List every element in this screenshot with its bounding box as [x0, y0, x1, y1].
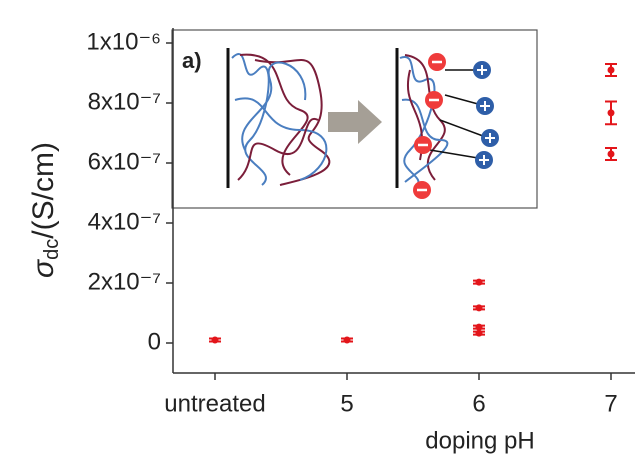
- data-point: [211, 336, 219, 344]
- ion-links: [429, 69, 484, 159]
- anions: [413, 53, 446, 199]
- data-point: [343, 336, 351, 344]
- y-label-symbol: σ: [27, 258, 60, 278]
- x-axis-label: doping pH: [425, 427, 534, 454]
- y-tick-label: 2x10⁻⁷: [88, 268, 161, 295]
- data-point: [475, 304, 483, 312]
- cations: [473, 61, 499, 169]
- data-point: [475, 329, 483, 337]
- y-tick-label: 6x10⁻⁷: [88, 148, 161, 175]
- x-tick-label: 7: [604, 390, 617, 417]
- y-tick-label: 8x10⁻⁷: [88, 88, 161, 115]
- data-point: [607, 150, 615, 158]
- y-label-unit: /(S/cm): [27, 142, 60, 239]
- y-tick-label: 4x10⁻⁷: [88, 208, 161, 235]
- data-point: [607, 66, 615, 74]
- x-tick-label: 5: [340, 390, 353, 417]
- data-point: [475, 323, 483, 331]
- y-label-subscript: dc: [41, 239, 63, 260]
- data-point: [607, 109, 615, 117]
- inset-label: a): [182, 48, 202, 73]
- polymer-left: [231, 53, 331, 186]
- inset: a): [171, 29, 538, 209]
- process-arrow: [328, 100, 382, 144]
- x-tick-label: 6: [472, 390, 485, 417]
- x-tick-label: untreated: [164, 390, 265, 417]
- y-tick-label: 0: [148, 328, 161, 355]
- y-axis-label: σdc/(S/cm): [27, 142, 63, 278]
- data-point: [475, 278, 483, 286]
- y-tick-label: 1x10⁻⁶: [86, 28, 161, 55]
